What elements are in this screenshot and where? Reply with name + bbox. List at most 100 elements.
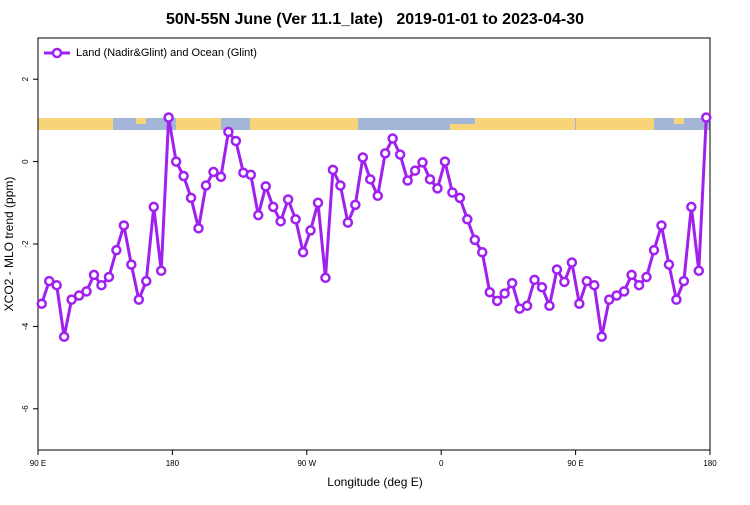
point: [633, 279, 645, 291]
chart-title: 50N-55N June (Ver 11.1_late) 2019-01-01 …: [166, 11, 584, 28]
y-tick-label: 0: [21, 159, 30, 164]
point: [335, 180, 346, 191]
point: [43, 275, 55, 287]
point: [454, 192, 466, 204]
point: [51, 279, 62, 291]
point: [671, 294, 682, 305]
point: [596, 331, 607, 342]
point: [521, 300, 533, 312]
point: [402, 175, 413, 186]
point: [88, 269, 100, 281]
point: [447, 187, 458, 198]
point: [641, 271, 652, 283]
point: [193, 223, 204, 234]
x-axis-label: Longitude (deg E): [327, 475, 422, 489]
point: [439, 156, 451, 167]
x-tick-label: 180: [703, 459, 717, 468]
point: [529, 274, 540, 286]
point: [350, 199, 361, 211]
point: [394, 149, 406, 160]
point: [686, 201, 697, 213]
x-tick-label: 90 E: [567, 459, 583, 468]
plot-frame: [37, 37, 711, 451]
point: [506, 277, 518, 289]
point: [618, 286, 630, 297]
point: [491, 295, 503, 307]
point: [462, 214, 473, 225]
y-axis-label: XCO2 - MLO trend (ppm): [2, 177, 16, 312]
point: [424, 174, 436, 185]
point: [566, 257, 578, 268]
point: [103, 271, 115, 283]
point: [58, 331, 70, 342]
x-tick-label: 0: [439, 459, 444, 468]
point: [230, 135, 242, 147]
legend-label: Land (Nadir&Glint) and Ocean (Glint): [76, 47, 257, 59]
point: [66, 294, 77, 305]
x-tick-label: 90 E: [30, 459, 46, 468]
point: [701, 112, 712, 123]
point: [260, 181, 271, 192]
point: [574, 298, 585, 309]
point: [342, 217, 354, 228]
point: [320, 272, 331, 284]
point: [603, 294, 615, 305]
point: [611, 290, 622, 301]
point: [208, 166, 219, 178]
point: [81, 286, 92, 297]
point: [118, 220, 130, 231]
point: [432, 183, 443, 194]
point: [499, 288, 510, 299]
point: [290, 214, 301, 225]
point: [185, 192, 197, 204]
point: [200, 180, 212, 191]
y-tick-label: 2: [21, 76, 30, 81]
point: [469, 234, 481, 246]
point: [133, 294, 145, 305]
point: [559, 276, 570, 288]
surface-strip: [38, 118, 710, 130]
point: [141, 275, 152, 287]
point: [648, 244, 660, 256]
point: [484, 286, 495, 298]
point: [297, 246, 309, 258]
point: [379, 148, 391, 159]
x-tick-label: 90 W: [297, 459, 316, 468]
point: [663, 259, 675, 270]
point: [312, 197, 324, 209]
x-tick-label: 180: [166, 459, 180, 468]
point: [387, 133, 398, 144]
point: [155, 265, 167, 277]
point: [417, 157, 428, 168]
point: [656, 220, 667, 231]
point: [544, 300, 555, 312]
point: [477, 246, 488, 258]
point: [267, 201, 279, 213]
point: [327, 164, 339, 176]
point: [215, 171, 227, 183]
point: [163, 112, 174, 123]
point: [536, 282, 548, 293]
y-tick-label: -6: [21, 405, 30, 413]
point: [170, 156, 182, 167]
point: [678, 275, 690, 287]
y-tick-label: -2: [21, 240, 30, 248]
point: [589, 279, 600, 291]
series-line: [40, 117, 708, 337]
point: [693, 265, 705, 277]
point: [223, 126, 234, 138]
point: [178, 170, 189, 182]
point: [36, 298, 47, 309]
point: [275, 216, 286, 227]
y-tick-label: -4: [21, 322, 30, 330]
point: [305, 225, 316, 236]
point: [282, 194, 294, 205]
point: [148, 201, 159, 213]
legend-marker: [51, 47, 63, 59]
point: [409, 165, 421, 176]
point: [96, 279, 107, 291]
point: [581, 275, 593, 287]
point: [253, 209, 264, 221]
point: [245, 169, 257, 181]
